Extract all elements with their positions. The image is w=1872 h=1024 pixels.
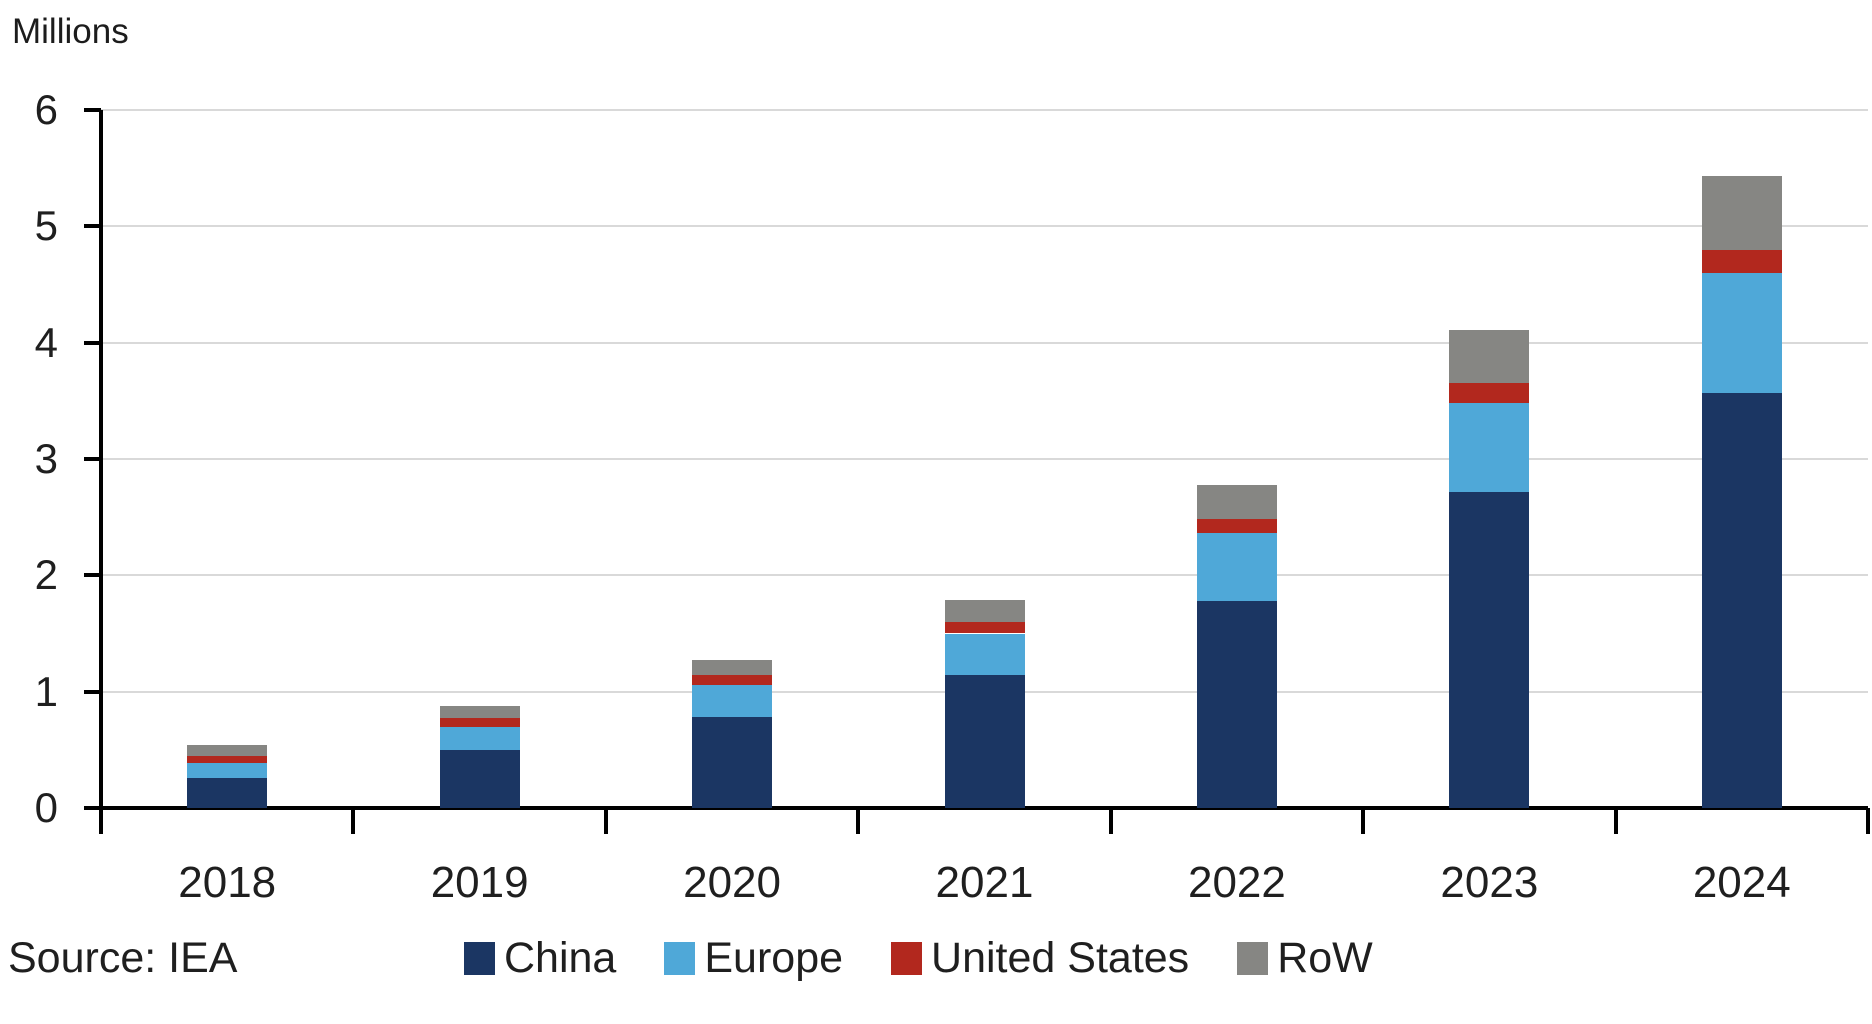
bar-2020-row [692,660,773,676]
x-tick-label-2021: 2021 [935,858,1034,907]
x-tick-label-2024: 2024 [1692,858,1791,907]
bar-2024-europe [1701,272,1782,393]
bar-2023-china [1449,491,1530,808]
y-tick-label-5: 5 [34,202,58,250]
y-tick-5 [84,224,101,229]
x-tick-label-2023: 2023 [1440,858,1539,907]
gridline-y5 [101,225,1868,228]
bar-2018-china [187,777,268,808]
bar-2023-united-states [1449,383,1530,404]
bar-2019-united-states [439,718,520,727]
y-tick-label-1: 1 [34,667,58,715]
source-note: Source: IEA [8,934,238,982]
legend-label-row: RoW [1277,934,1373,982]
bar-2018-row [187,745,268,756]
x-tick-6 [1613,808,1618,834]
y-tick-6 [84,108,101,112]
x-tick-2 [603,808,608,834]
bar-2021-china [944,675,1025,808]
x-tick-1 [351,808,356,834]
x-tick-label-2020: 2020 [683,858,781,907]
y-tick-1 [84,689,101,694]
legend-label-china: China [504,934,617,982]
bar-2020-china [692,717,773,808]
bar-2024-china [1701,392,1782,808]
y-tick-label-4: 4 [34,318,58,366]
gridline-y4 [101,341,1868,344]
bar-2022-europe [1196,533,1277,601]
bar-2022-united-states [1196,519,1277,534]
y-tick-label-3: 3 [34,435,58,482]
y-tick-4 [84,340,101,345]
bar-2018-united-states [187,755,268,763]
legend-item-row: RoW [1237,934,1373,983]
y-axis-line [99,110,103,810]
x-tick-label-2018: 2018 [178,858,277,907]
x-axis-line [99,806,1868,810]
bar-2021-europe [944,633,1025,676]
legend-label-europe: Europe [704,934,844,982]
x-tick-5 [1361,808,1366,834]
bar-2020-united-states [692,675,773,685]
y-tick-3 [84,457,101,461]
legend-swatch-europe [664,942,696,975]
x-tick-7 [1866,808,1870,834]
y-tick-2 [84,573,101,578]
bar-2021-united-states [944,621,1025,634]
x-tick-label-2022: 2022 [1187,858,1286,907]
chart-legend: China Europe United States RoW [464,934,1373,983]
legend-swatch-united-states [891,942,923,975]
legend-label-united-states: United States [931,934,1190,982]
x-tick-0 [99,808,103,834]
bar-2022-row [1196,484,1277,520]
gridline-y6 [101,109,1868,111]
legend-swatch-row [1237,942,1269,975]
bar-2022-china [1196,600,1277,808]
y-axis-unit-label: Millions [12,12,129,51]
bar-2018-europe [187,762,268,778]
y-tick-label-2: 2 [34,551,58,599]
gridline-y3 [101,458,1868,460]
bar-2020-europe [692,684,773,718]
x-tick-3 [856,808,861,834]
y-tick-label-6: 6 [34,86,58,133]
bar-2024-row [1701,176,1782,250]
bar-2019-europe [439,726,520,750]
legend-swatch-china [464,942,495,975]
bar-2021-row [944,599,1025,622]
bar-2019-row [439,705,520,719]
x-tick-4 [1108,808,1113,834]
legend-item-europe: Europe [664,934,843,983]
gridline-y2 [101,574,1868,577]
y-tick-0 [84,806,101,810]
bar-2023-europe [1449,403,1530,492]
x-tick-label-2019: 2019 [430,858,529,907]
bar-2019-china [439,749,520,808]
bar-2024-united-states [1701,249,1782,273]
legend-item-united-states: United States [891,934,1189,983]
y-tick-label-0: 0 [34,784,58,831]
legend-item-china: China [464,934,616,983]
bar-2023-row [1449,329,1530,384]
